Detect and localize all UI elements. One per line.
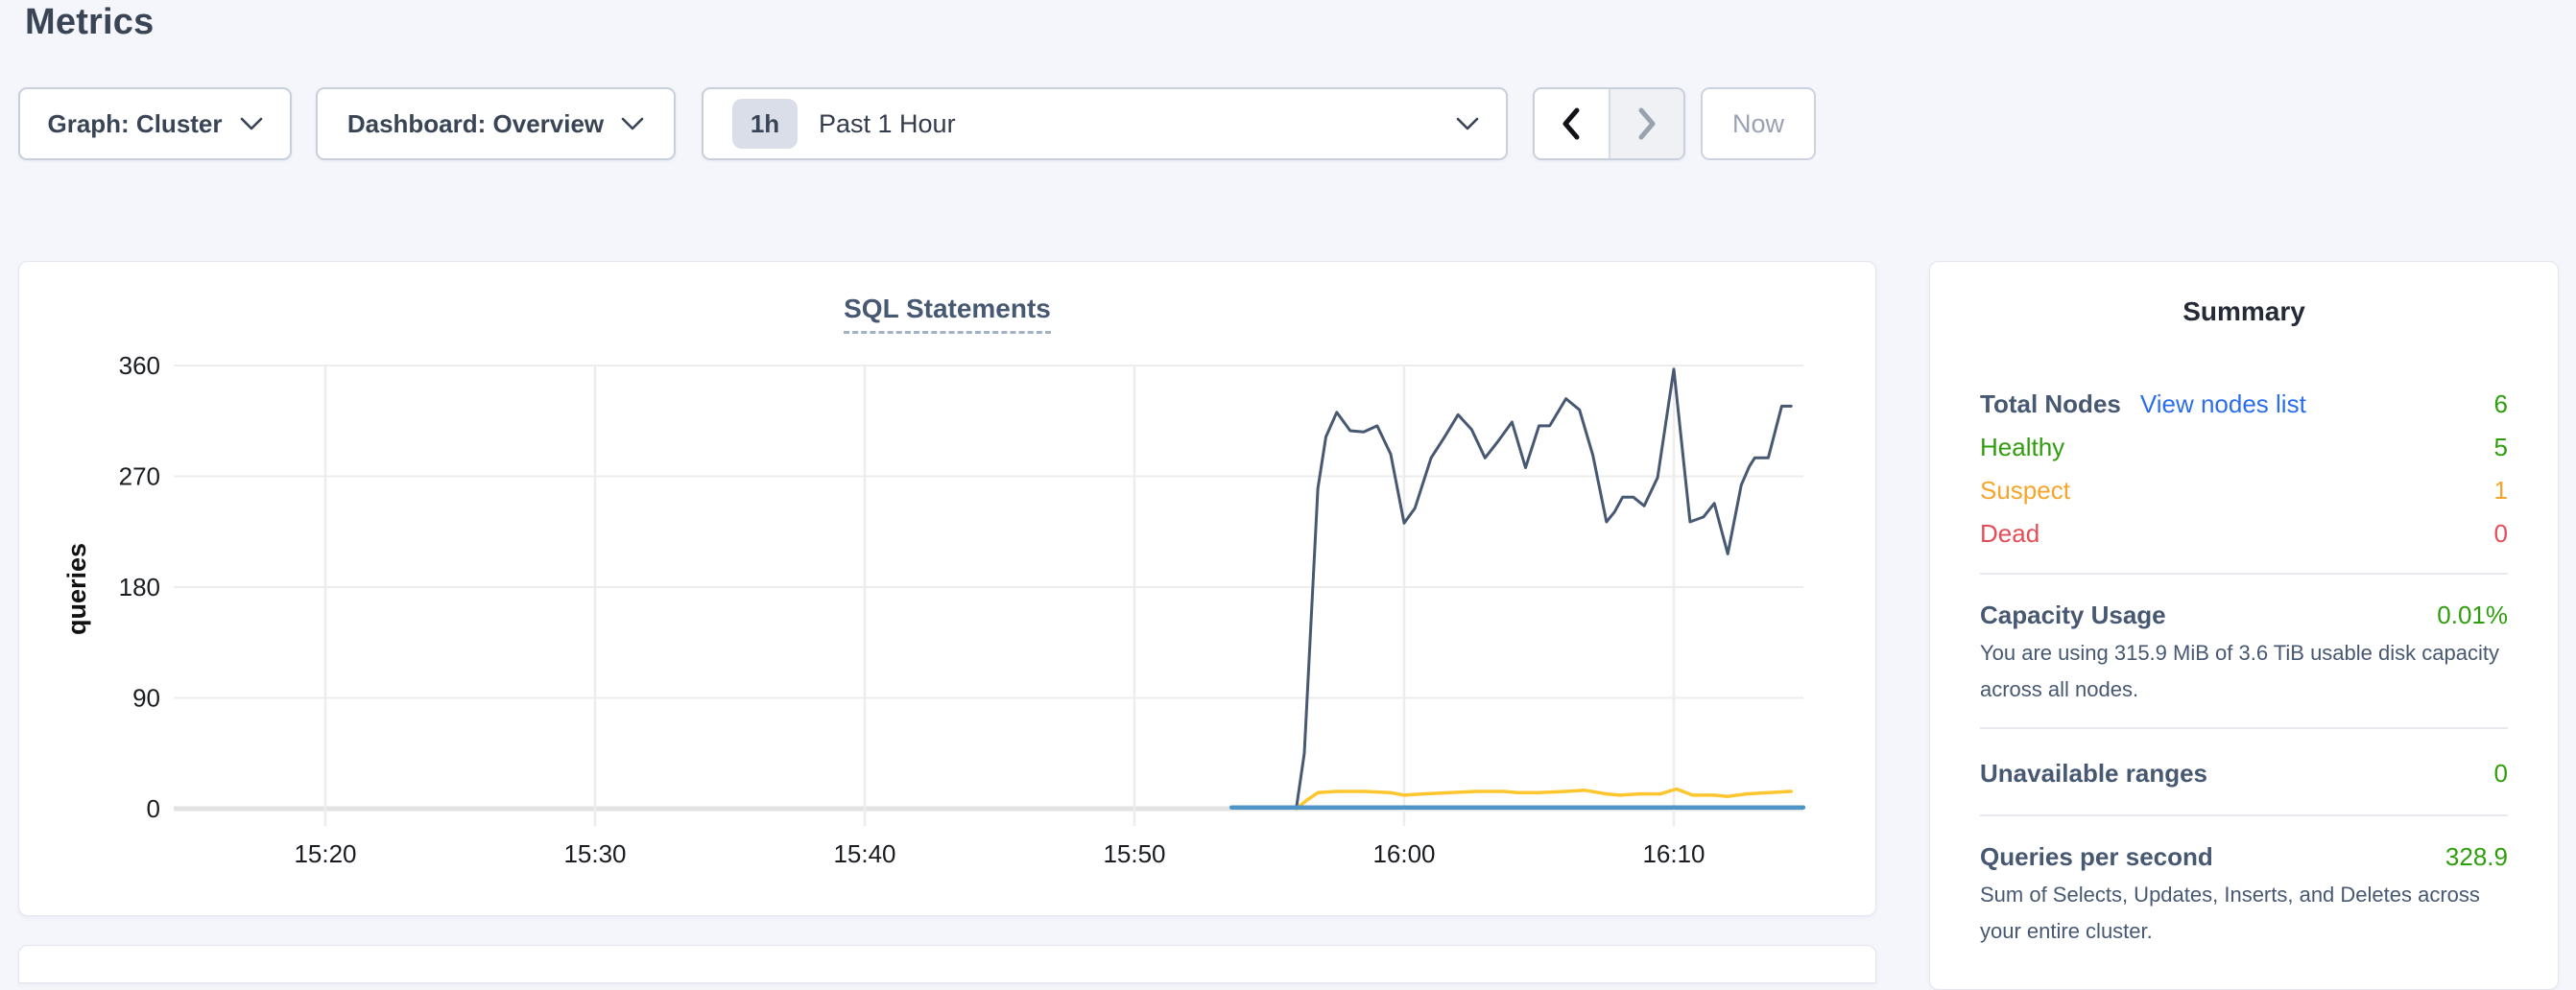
dead-value: 0 bbox=[2493, 519, 2508, 548]
suspect-nodes-row: Suspect 1 bbox=[1980, 469, 2508, 512]
capacity-usage-description: You are using 315.9 MiB of 3.6 TiB usabl… bbox=[1980, 641, 2499, 701]
next-chart-card-top-edge bbox=[18, 945, 1876, 983]
svg-text:0: 0 bbox=[147, 794, 160, 823]
dead-nodes-row: Dead 0 bbox=[1980, 512, 2508, 555]
total-nodes-row: Total Nodes View nodes list 6 bbox=[1980, 383, 2508, 426]
svg-text:16:10: 16:10 bbox=[1642, 839, 1705, 868]
svg-text:90: 90 bbox=[132, 684, 160, 713]
healthy-nodes-row: Healthy 5 bbox=[1980, 426, 2508, 469]
dead-label: Dead bbox=[1980, 519, 2040, 548]
summary-title: Summary bbox=[2182, 296, 2305, 326]
capacity-usage-value: 0.01% bbox=[2437, 600, 2508, 629]
time-range-badge: 1h bbox=[732, 99, 798, 149]
total-nodes-value: 6 bbox=[2493, 389, 2508, 418]
time-shift-back-button[interactable] bbox=[1535, 89, 1610, 158]
view-nodes-list-link[interactable]: View nodes list bbox=[2139, 389, 2306, 418]
divider bbox=[1980, 727, 2508, 729]
sql-statements-chart-card: SQL Statements 0 90 180 270 360 15:20 15:30 15:… bbox=[18, 261, 1876, 916]
svg-text:15:20: 15:20 bbox=[294, 839, 356, 868]
queries-per-second-label: Queries per second bbox=[1980, 841, 2213, 871]
time-range-dropdown[interactable]: 1h Past 1 Hour bbox=[702, 87, 1508, 160]
time-shift-forward-button bbox=[1610, 89, 1683, 158]
svg-text:270: 270 bbox=[119, 462, 160, 491]
chevron-down-icon bbox=[621, 117, 644, 130]
page-title: Metrics bbox=[25, 2, 155, 42]
queries-per-second-value: 328.9 bbox=[2445, 841, 2508, 871]
chart-title-wrap: SQL Statements bbox=[19, 294, 1875, 334]
chevron-left-icon bbox=[1562, 107, 1580, 140]
unavailable-ranges-label: Unavailable ranges bbox=[1980, 759, 2207, 788]
graph-dropdown[interactable]: Graph: Cluster bbox=[18, 87, 292, 160]
time-shift-button-group bbox=[1533, 87, 1685, 160]
svg-text:16:00: 16:00 bbox=[1372, 839, 1435, 868]
capacity-usage-section: Capacity Usage 0.01% You are using 315.9… bbox=[1980, 598, 2508, 708]
time-range-label: Past 1 Hour bbox=[819, 108, 956, 138]
healthy-value: 5 bbox=[2493, 433, 2508, 461]
now-button: Now bbox=[1701, 87, 1816, 160]
dashboard-dropdown[interactable]: Dashboard: Overview bbox=[316, 87, 676, 160]
unavailable-ranges-section: Unavailable ranges 0 bbox=[1980, 752, 2508, 795]
summary-panel: Summary Total Nodes View nodes list 6 He… bbox=[1929, 261, 2559, 990]
dashboard-dropdown-label: Dashboard: Overview bbox=[346, 108, 605, 138]
chevron-down-icon bbox=[240, 117, 262, 130]
svg-text:15:40: 15:40 bbox=[833, 839, 895, 868]
total-nodes-label: Total Nodes bbox=[1980, 389, 2121, 418]
chart-title[interactable]: SQL Statements bbox=[844, 294, 1051, 334]
svg-text:15:50: 15:50 bbox=[1103, 839, 1165, 868]
unavailable-ranges-value: 0 bbox=[2493, 759, 2508, 788]
metrics-page: Metrics Graph: Cluster Dashboard: Overvi… bbox=[18, 2, 2559, 990]
queries-per-second-description: Sum of Selects, Updates, Inserts, and De… bbox=[1980, 883, 2480, 943]
svg-text:15:30: 15:30 bbox=[563, 839, 626, 868]
suspect-value: 1 bbox=[2493, 476, 2508, 505]
graph-dropdown-label: Graph: Cluster bbox=[47, 108, 223, 138]
node-status-rows: Total Nodes View nodes list 6 Healthy 5 … bbox=[1980, 383, 2508, 555]
queries-per-second-section: Queries per second 328.9 Sum of Selects,… bbox=[1980, 839, 2508, 950]
svg-text:queries: queries bbox=[62, 543, 91, 635]
sql-statements-line-chart: 0 90 180 270 360 15:20 15:30 15:40 15:50 16:00 16:… bbox=[62, 351, 1806, 868]
divider bbox=[1980, 573, 2508, 575]
capacity-usage-label: Capacity Usage bbox=[1980, 600, 2166, 629]
svg-text:180: 180 bbox=[119, 573, 160, 601]
suspect-label: Suspect bbox=[1980, 476, 2070, 505]
healthy-label: Healthy bbox=[1980, 433, 2065, 461]
chevron-down-icon bbox=[1456, 117, 1479, 130]
svg-text:360: 360 bbox=[119, 351, 160, 380]
divider bbox=[1980, 814, 2508, 816]
chevron-right-icon bbox=[1638, 107, 1656, 140]
